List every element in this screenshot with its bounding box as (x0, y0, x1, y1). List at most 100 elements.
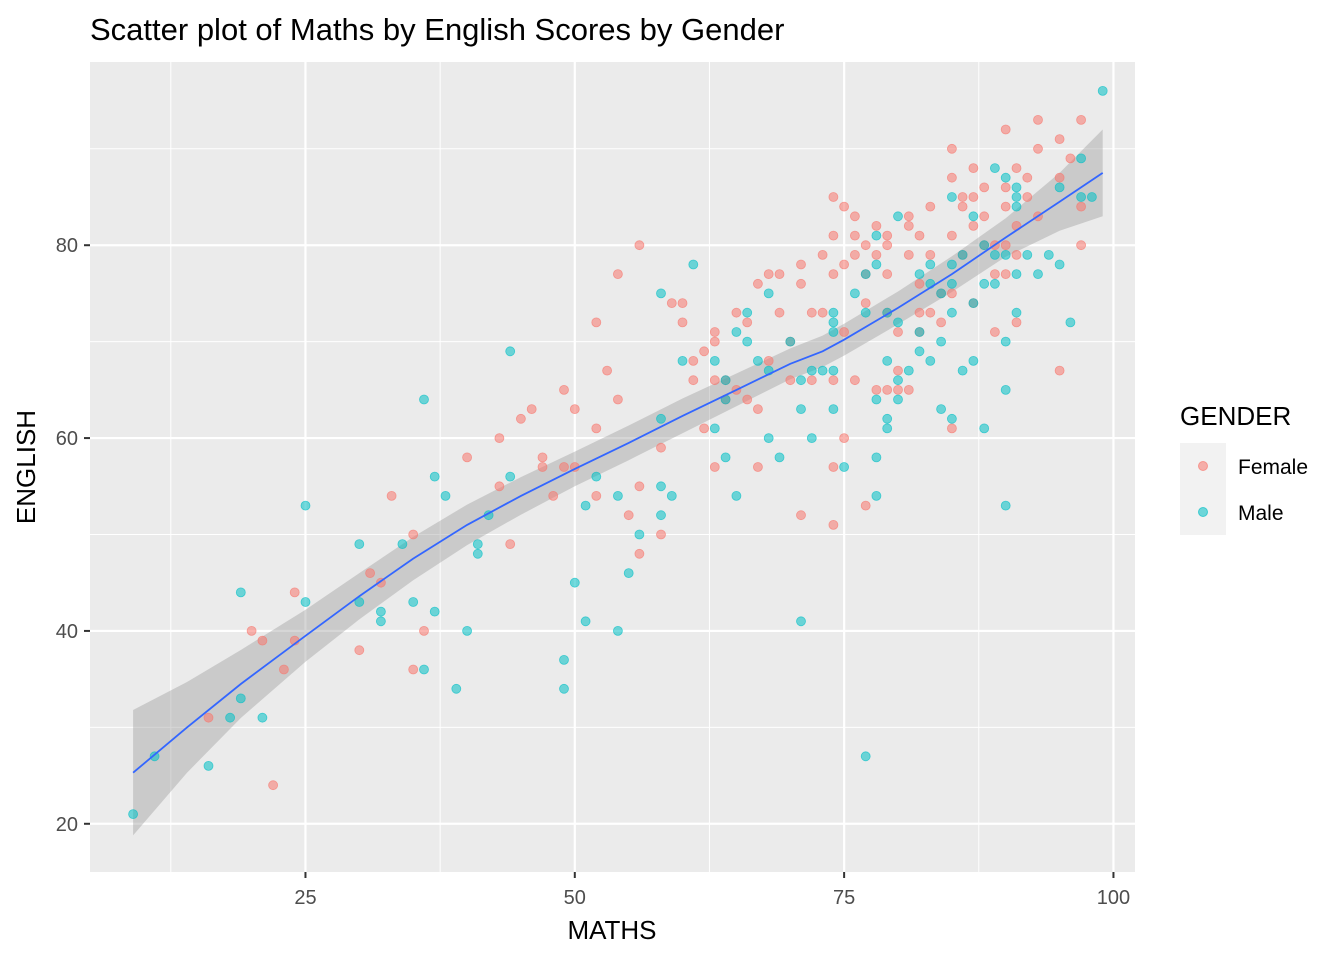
point-female (968, 192, 979, 202)
point-male (893, 375, 903, 386)
point-male (871, 394, 882, 405)
point-male (354, 597, 365, 607)
point-female (828, 269, 839, 280)
point-male (990, 163, 1000, 174)
point-male (419, 394, 429, 405)
point-male (559, 683, 569, 694)
point-male (375, 616, 386, 627)
point-female (559, 462, 569, 472)
point-female (677, 317, 688, 328)
point-female (850, 249, 860, 260)
x-tick-label: 50 (564, 887, 586, 909)
point-female (699, 423, 709, 434)
point-male (613, 626, 623, 636)
point-female (882, 269, 893, 280)
point-female (871, 249, 882, 260)
point-female (763, 269, 774, 280)
point-male (796, 616, 806, 627)
y-axis: 20 40 60 80 (56, 235, 90, 836)
point-female (753, 404, 763, 415)
point-male (1011, 192, 1022, 202)
point-male (1011, 201, 1022, 212)
point-female (753, 462, 763, 472)
point-male (1000, 172, 1011, 183)
point-female (839, 201, 849, 212)
point-female (634, 240, 645, 251)
point-female (1076, 201, 1086, 212)
point-female (494, 481, 505, 492)
point-female (526, 404, 537, 415)
point-female (257, 635, 268, 646)
point-male (688, 259, 699, 270)
point-male (828, 317, 839, 328)
point-female (871, 384, 882, 395)
point-female (968, 163, 979, 174)
point-female (936, 317, 946, 328)
point-male (828, 307, 839, 318)
point-female (516, 413, 526, 424)
point-male (742, 336, 753, 347)
y-axis-title: ENGLISH (11, 410, 41, 524)
point-female (354, 645, 365, 656)
point-female (591, 317, 602, 328)
point-female (903, 211, 914, 222)
point-male (472, 539, 483, 549)
point-male (957, 249, 968, 260)
point-male (796, 404, 806, 415)
point-female (1022, 172, 1033, 183)
point-female (839, 433, 849, 444)
point-female (882, 240, 893, 251)
point-female (914, 230, 925, 241)
point-female (903, 249, 914, 260)
point-male (656, 481, 666, 492)
x-tick-label: 25 (294, 887, 316, 909)
point-male (893, 211, 903, 222)
point-male (505, 471, 516, 482)
point-male (300, 597, 311, 607)
point-male (947, 413, 957, 424)
point-male (817, 365, 828, 376)
point-female (828, 520, 839, 530)
point-female (806, 375, 817, 386)
point-female (850, 230, 860, 241)
point-female (968, 220, 979, 231)
point-female (1000, 182, 1011, 193)
point-female (666, 298, 677, 309)
y-tick-label: 40 (56, 621, 78, 643)
point-female (278, 664, 289, 675)
point-female (947, 143, 957, 154)
point-female (742, 317, 753, 328)
point-female (871, 220, 882, 231)
point-female (796, 278, 806, 289)
point-male (451, 683, 462, 694)
point-male (580, 616, 591, 627)
point-female (785, 375, 796, 386)
point-male (828, 327, 839, 337)
point-female (709, 375, 720, 386)
point-male (709, 355, 720, 366)
point-male (731, 490, 742, 501)
point-female (591, 490, 602, 501)
point-female (505, 539, 516, 549)
point-male (839, 462, 849, 472)
point-male (763, 288, 774, 299)
point-male (893, 317, 903, 328)
point-male (871, 230, 882, 241)
x-axis-title: MATHS (567, 915, 656, 945)
point-male (914, 269, 925, 280)
point-male (753, 355, 763, 366)
point-female (688, 355, 699, 366)
point-female (569, 404, 580, 415)
point-male (225, 712, 236, 723)
point-female (1033, 115, 1043, 125)
point-female (1000, 269, 1011, 280)
point-male (936, 336, 946, 347)
point-female (839, 327, 849, 337)
point-male (656, 413, 666, 424)
point-male (300, 500, 311, 511)
point-female (828, 375, 839, 386)
point-female (613, 394, 623, 405)
point-male (666, 490, 677, 501)
point-male (968, 298, 979, 309)
point-male (893, 394, 903, 405)
